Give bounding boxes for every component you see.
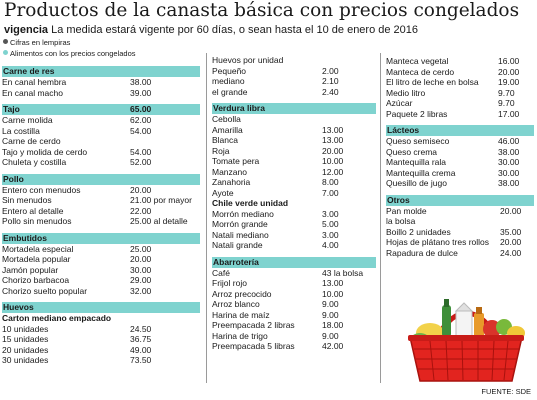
note-currency: Cifras en lempiras: [3, 38, 70, 48]
huevos-unidad-title: Huevos por unidad: [212, 55, 284, 65]
note-frozen-text: Alimentos con los precios congelados: [10, 49, 136, 58]
section-header-abarroteria: Abarrotería: [212, 256, 376, 268]
section-header-embutidos: Embutidos: [2, 232, 200, 244]
list-item: Rapadura de dulce 24.00: [386, 247, 522, 258]
list-item: Pequeño 2.00: [212, 65, 339, 76]
list-item: Jamón popular 30.00: [2, 264, 152, 275]
list-item: Frijol rojo 13.00: [212, 278, 344, 288]
note-frozen: Alimentos con los precios congelados: [3, 49, 136, 59]
column-divider: [206, 53, 207, 383]
subsection-title: Carton mediano empacado: [2, 313, 112, 323]
column-3: Manteca vegetal 16.00 Manteca de cerdo 20.…: [386, 56, 534, 258]
list-item: Morrón grande 5.00: [212, 219, 339, 229]
list-item: Paquete 2 libras 17.00: [386, 108, 520, 119]
bottle-shape: [474, 313, 484, 337]
list-item: 10 unidades 24.50: [2, 323, 152, 334]
section-header-huevos: Huevos: [2, 302, 200, 313]
list-item: Café 43 la bolsa: [212, 267, 364, 278]
column-divider: [380, 53, 381, 383]
list-item: Carne molida 62.00: [2, 115, 152, 125]
list-item: Harina de maíz 9.00: [212, 309, 339, 320]
bottle-shape: [442, 305, 451, 337]
list-item: la bolsa: [386, 216, 416, 226]
list-item: Pan molde 20.00: [386, 205, 522, 216]
list-item: mediano 2.10: [212, 76, 339, 86]
list-item: Mortadela popular 20.00: [2, 254, 152, 264]
list-item: Chorizo barbacoa 29.00: [2, 275, 152, 285]
note-currency-text: Cifras en lempiras: [10, 38, 71, 47]
section-header-carne-de-res: Carne de res: [2, 66, 200, 77]
list-item: Mantequilla crema 30.00: [386, 167, 520, 178]
list-item: Morrón mediano 3.00: [212, 208, 339, 219]
list-item: Arroz precocido 10.00: [212, 288, 344, 299]
list-item: Tomate pera 10.00: [212, 156, 344, 166]
column-2: Huevos por unidad Pequeño 2.00 mediano 2.1…: [212, 55, 376, 352]
list-item: Cebolla: [212, 114, 241, 124]
list-item: Manteca de cerdo 20.00: [386, 66, 520, 77]
page-title: Productos de la canasta básica con preci…: [4, 0, 520, 21]
list-item: 20 unidades 49.00: [2, 344, 152, 355]
list-item: Blanca 13.00: [212, 135, 344, 145]
list-item: Chuleta y costilla 52.00: [2, 157, 152, 167]
milk-carton-shape: [455, 310, 473, 338]
vigencia-line: vigencia La medida estará vigente por 60…: [4, 23, 534, 37]
list-item: Harina de trigo 9.00: [212, 330, 339, 341]
list-item: Hojas de plátano tres rollos 20.00: [386, 237, 522, 247]
section-header-verdura: Verdura libra: [212, 103, 376, 114]
basket-icon: [408, 299, 525, 382]
list-item: Manteca vegetal 16.00: [386, 56, 520, 66]
list-item: Azúcar 9.70: [386, 98, 515, 108]
source-credit: FUENTE: SDE: [481, 387, 531, 396]
list-item: Mantequilla rala 30.00: [386, 157, 520, 167]
list-item: Tajo y molida de cerdo 54.00: [2, 146, 152, 157]
list-item: En canal macho 39.00: [2, 87, 152, 98]
list-item: Chorizo suelto popular 32.00: [2, 285, 152, 296]
section-header-otros: Otros: [386, 194, 534, 206]
list-item: Pollo sin menudos 25.00 al detalle: [2, 216, 188, 226]
list-item: Medio litro 9.70: [386, 87, 515, 98]
vigencia-text: La medida estará vigente por 60 días, o …: [51, 24, 419, 36]
column-1: Carne de res En canal hembra 38.00 En can…: [2, 66, 200, 366]
list-item: Zanahoria 8.00: [212, 177, 339, 187]
list-item: 30 unidades 73.50: [2, 355, 152, 365]
list-item: Queso crema 38.00: [386, 146, 520, 157]
list-item: Entero con menudos 20.00: [2, 184, 152, 195]
list-item: Natali mediano 3.00: [212, 229, 339, 240]
list-item: Natali grande 4.00: [212, 240, 339, 250]
section-header-tajo: Tajo 65.00: [2, 104, 200, 115]
list-item: el grande 2.40: [212, 86, 339, 97]
list-item: Ayote 7.00: [212, 187, 339, 198]
list-item: Mortadela especial 25.00: [2, 243, 152, 254]
section-header-pollo: Pollo: [2, 173, 200, 185]
list-item: Preempacada 5 libras 42.00: [212, 341, 344, 351]
list-item: Roja 20.00: [212, 145, 344, 156]
list-item: La costilla 54.00: [2, 125, 152, 136]
list-item: Carne de cerdo: [2, 136, 61, 146]
vigencia-label: vigencia: [4, 24, 49, 36]
list-item: Preempacada 2 libras 18.00: [212, 320, 344, 330]
list-item: Boillo 2 unidades 35.00: [386, 226, 522, 237]
list-item: Sin menudos 21.00 por mayor: [2, 195, 192, 205]
list-item: 15 unidades 36.75: [2, 334, 152, 344]
subsection-title: Chile verde unidad: [212, 198, 289, 208]
list-item: En canal hembra 38.00: [2, 77, 152, 87]
list-item: Entero al detalle 22.00: [2, 205, 152, 216]
list-item: El litro de leche en bolsa 19.00: [386, 77, 520, 87]
list-item: Arroz blanco 9.00: [212, 299, 339, 309]
bullet-icon: [3, 50, 8, 55]
list-item: Quesillo de jugo 38.00: [386, 178, 520, 188]
section-header-lacteos: Lácteos: [386, 125, 534, 136]
bullet-icon: [3, 39, 8, 44]
list-item: Amarilla 13.00: [212, 124, 344, 135]
list-item: Manzano 12.00: [212, 166, 344, 177]
list-item: Queso semiseco 46.00: [386, 136, 520, 146]
